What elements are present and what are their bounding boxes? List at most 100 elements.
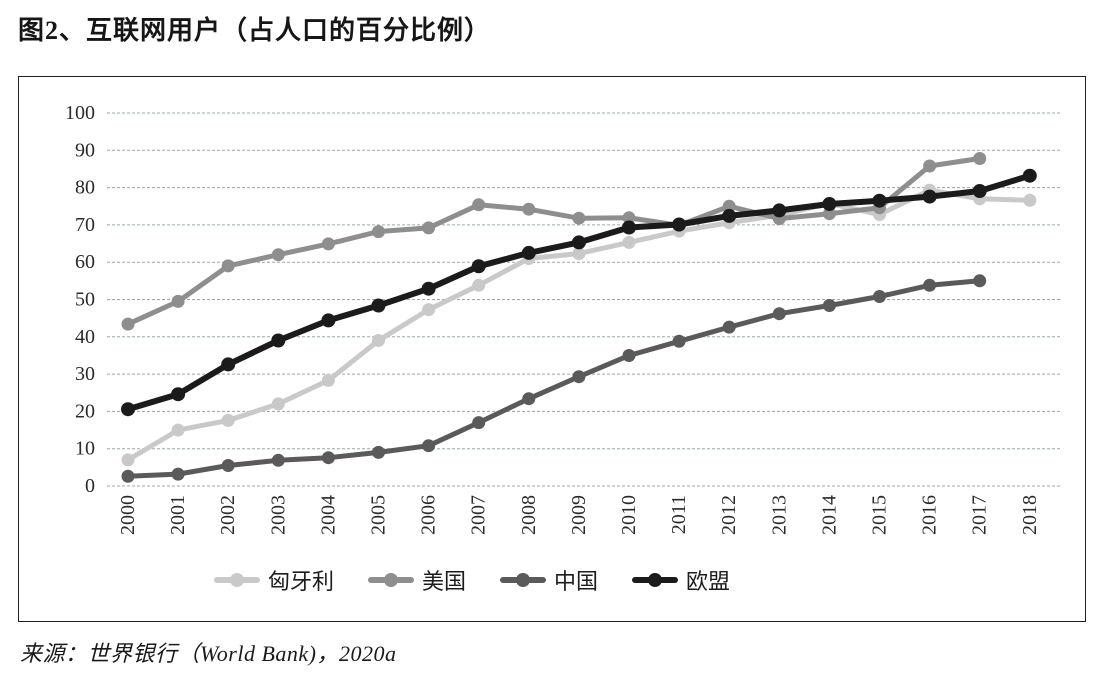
legend-label-usa: 美国 [422, 569, 467, 594]
data-point-eu [171, 387, 186, 402]
legend-marker-eu-icon [632, 573, 679, 587]
data-point-eu [772, 203, 787, 218]
legend-marker-hungary-icon [214, 573, 260, 587]
data-point-china [923, 278, 937, 292]
y-tick-label: 40 [75, 326, 95, 348]
x-tick-label: 2005 [368, 495, 390, 535]
data-point-china [221, 459, 235, 472]
legend-label-eu: 欧盟 [686, 569, 731, 594]
data-point-china [472, 416, 486, 430]
data-point-eu [672, 217, 687, 232]
x-tick-label: 2013 [768, 495, 790, 535]
data-point-china [422, 439, 436, 453]
data-point-usa [422, 221, 436, 235]
data-point-usa [472, 198, 486, 212]
x-tick-label: 2001 [167, 495, 189, 535]
source-note: 来源：世界银行（World Bank)，2020a [20, 641, 397, 666]
x-tick-label: 2000 [117, 495, 139, 535]
x-tick-label: 2003 [267, 495, 289, 535]
series-line-hungary [125, 187, 1033, 463]
data-point-usa [271, 248, 285, 262]
data-point-usa [522, 202, 536, 216]
data-point-eu [271, 333, 286, 348]
data-point-eu [471, 259, 486, 274]
data-point-usa [973, 152, 987, 165]
legend-item-china: 中国 [500, 564, 598, 596]
x-tick-label: 2009 [568, 495, 590, 535]
data-point-usa [622, 211, 636, 225]
data-point-usa [572, 211, 586, 225]
y-tick-label: 10 [75, 438, 95, 460]
data-point-eu [371, 298, 386, 313]
data-point-eu [221, 357, 236, 372]
data-point-hungary [622, 235, 636, 249]
series-line-usa [125, 156, 983, 327]
y-tick-label: 100 [65, 102, 95, 124]
data-point-china [572, 370, 586, 384]
data-point-usa [923, 159, 937, 173]
legend-item-hungary: 匈牙利 [214, 564, 334, 596]
legend-marker-china-icon [500, 573, 547, 587]
chart-frame: 0 10 20 30 40 50 60 70 80 90 100 2000 2001 2002 2003 20… [18, 76, 1086, 622]
data-point-usa [171, 294, 185, 308]
data-point-eu [571, 235, 586, 250]
x-tick-label: 2012 [718, 495, 740, 535]
x-tick-label: 2016 [919, 495, 941, 535]
legend-item-usa: 美国 [368, 564, 466, 596]
data-point-eu [872, 193, 887, 208]
legend-label-china: 中国 [554, 569, 599, 594]
data-point-china [121, 469, 135, 483]
data-point-china [672, 334, 686, 348]
data-point-china [171, 467, 185, 481]
data-point-usa [822, 207, 836, 221]
data-point-usa [221, 259, 235, 273]
data-point-usa [321, 237, 335, 251]
data-point-usa [722, 199, 736, 213]
data-point-eu [321, 313, 336, 328]
y-tick-label: 80 [75, 177, 95, 199]
x-tick-label: 2008 [518, 495, 540, 535]
data-point-hungary [121, 453, 135, 467]
data-point-eu [722, 208, 737, 223]
data-point-hungary [422, 303, 436, 317]
series-line-china [125, 278, 983, 479]
data-point-usa [121, 317, 135, 331]
data-point-eu [922, 189, 937, 204]
data-point-china [973, 274, 987, 288]
data-point-china [772, 307, 786, 321]
y-tick-label: 0 [85, 475, 95, 497]
data-point-eu [622, 220, 636, 235]
y-tick-label: 90 [75, 139, 95, 161]
data-point-china [822, 299, 836, 312]
y-tick-label: 50 [75, 289, 95, 311]
data-point-china [321, 451, 335, 465]
y-tick-label: 20 [75, 400, 95, 422]
x-tick-label: 2004 [317, 495, 339, 535]
data-point-china [271, 453, 285, 467]
data-point-eu [1022, 168, 1037, 183]
data-point-china [873, 290, 886, 303]
data-point-eu [421, 281, 436, 296]
x-tick-label: 2018 [1019, 495, 1041, 535]
data-point-hungary [472, 278, 486, 292]
data-point-hungary [271, 397, 285, 411]
data-point-china [372, 445, 385, 459]
y-tick-label: 70 [75, 214, 95, 236]
data-point-eu [972, 184, 987, 198]
data-point-china [722, 320, 736, 334]
x-tick-label: 2010 [618, 495, 640, 535]
data-point-hungary [572, 247, 586, 261]
data-point-hungary [321, 373, 335, 387]
y-tick-label: 60 [75, 251, 95, 273]
legend-item-eu: 欧盟 [632, 564, 730, 596]
legend-marker-usa-icon [368, 573, 415, 587]
y-tick-label: 30 [75, 363, 95, 385]
x-tick-label: 2014 [818, 495, 840, 535]
x-tick-label: 2017 [969, 495, 991, 535]
data-point-china [622, 349, 636, 362]
data-point-usa [372, 225, 385, 239]
chart-title: 图2、互联网用户（占人口的百分比例） [18, 16, 492, 45]
data-point-eu [121, 402, 135, 417]
x-tick-label: 2002 [217, 495, 239, 535]
